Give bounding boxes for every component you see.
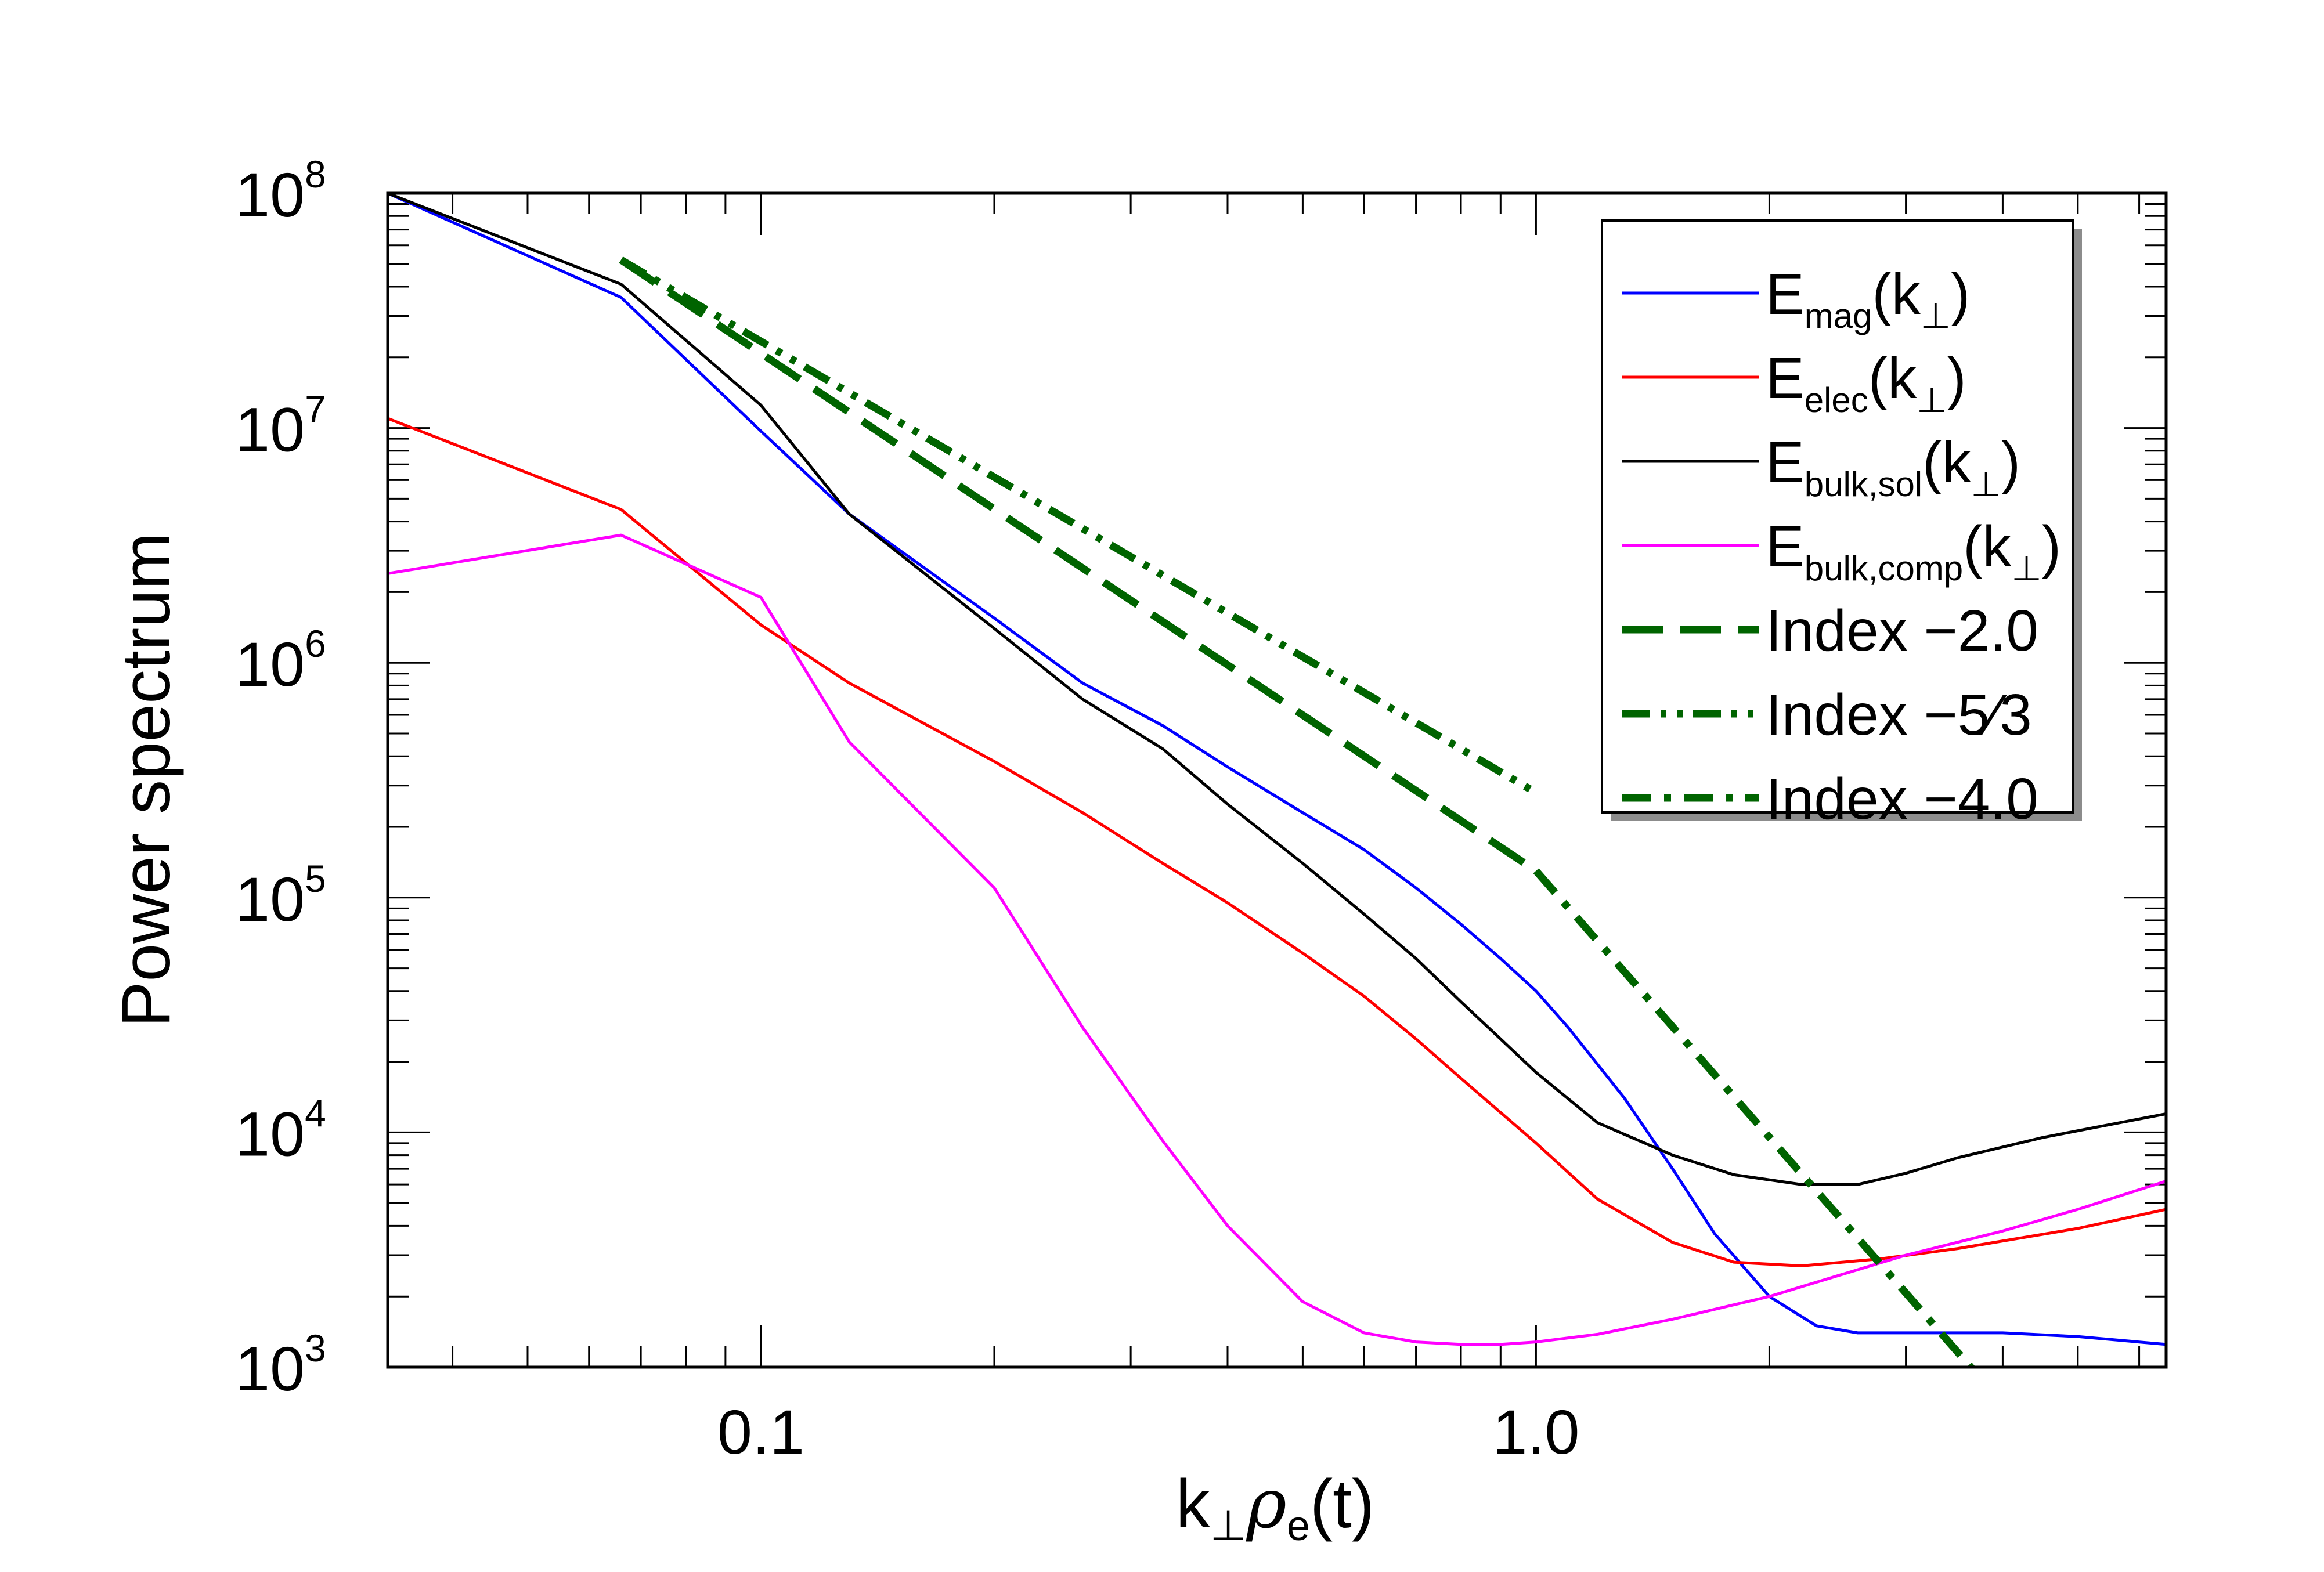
series-line-2: [388, 193, 2166, 1186]
legend-label-5: Index −5⁄3: [1766, 682, 2032, 747]
series-line-6: [1533, 868, 1976, 1367]
y-tick-label: 107: [235, 388, 326, 465]
legend-items: Emag(k⊥) Eelec(k⊥) Ebulk,sol(k⊥) Ebulk,comp…: [1622, 262, 2061, 832]
legend-label-3: Ebulk,comp(k⊥): [1766, 514, 2061, 588]
legend-label-1: Eelec(k⊥): [1766, 346, 1966, 420]
y-tick-label: 104: [235, 1092, 326, 1169]
series-layer: [388, 193, 2166, 1367]
y-tick-label: 103: [235, 1327, 326, 1404]
series-line-3: [388, 533, 2166, 1346]
series-line-0: [388, 193, 2166, 1346]
axis-ticks: [388, 193, 2166, 1368]
x-tick-label: 1.0: [1492, 1397, 1579, 1467]
y-axis-label: Power spectrum: [108, 533, 185, 1028]
x-tick-label: 0.1: [717, 1397, 804, 1467]
x-axis-label: k⊥ρe(t): [1176, 1463, 1375, 1549]
y-tick-label: 105: [235, 857, 326, 934]
legend-label-0: Emag(k⊥): [1766, 262, 1970, 335]
series-line-1: [388, 417, 2166, 1267]
y-tick-label: 106: [235, 622, 326, 699]
y-tick-label: 108: [235, 153, 326, 230]
series-line-4: [619, 256, 1539, 874]
legend-label-2: Ebulk,sol(k⊥): [1766, 430, 2020, 504]
tick-labels: 0.1 1.0 103 104 105 106 107 108: [235, 153, 1579, 1467]
legend: Emag(k⊥) Eelec(k⊥) Ebulk,sol(k⊥) Ebulk,comp…: [1601, 219, 2082, 832]
legend-label-6: Index −4.0: [1766, 767, 2038, 832]
plot-frame: [386, 191, 2168, 1369]
legend-label-4: Index −2.0: [1766, 598, 2038, 663]
